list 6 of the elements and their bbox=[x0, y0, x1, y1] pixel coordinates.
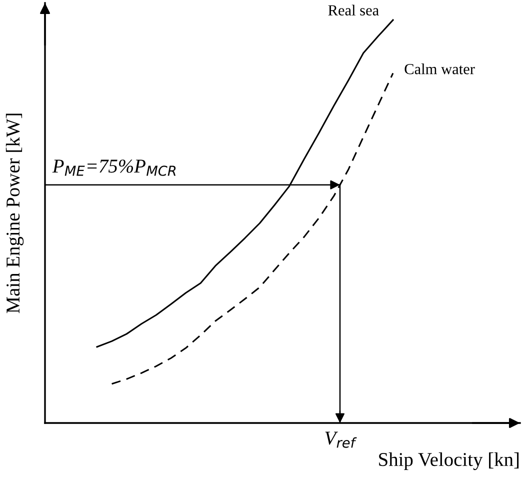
annotation: P$_{ME}$=75%P$_{MCR}$ bbox=[52, 160, 176, 176]
series-label: Calm water bbox=[404, 63, 475, 74]
series-label: Real sea bbox=[328, 4, 379, 16]
y-axis-title: Main Engine Power [kW] bbox=[6, 114, 24, 314]
text: V$_{ref}$ bbox=[325, 432, 357, 448]
x-axis-title: Ship Velocity [kn] bbox=[379, 452, 519, 470]
